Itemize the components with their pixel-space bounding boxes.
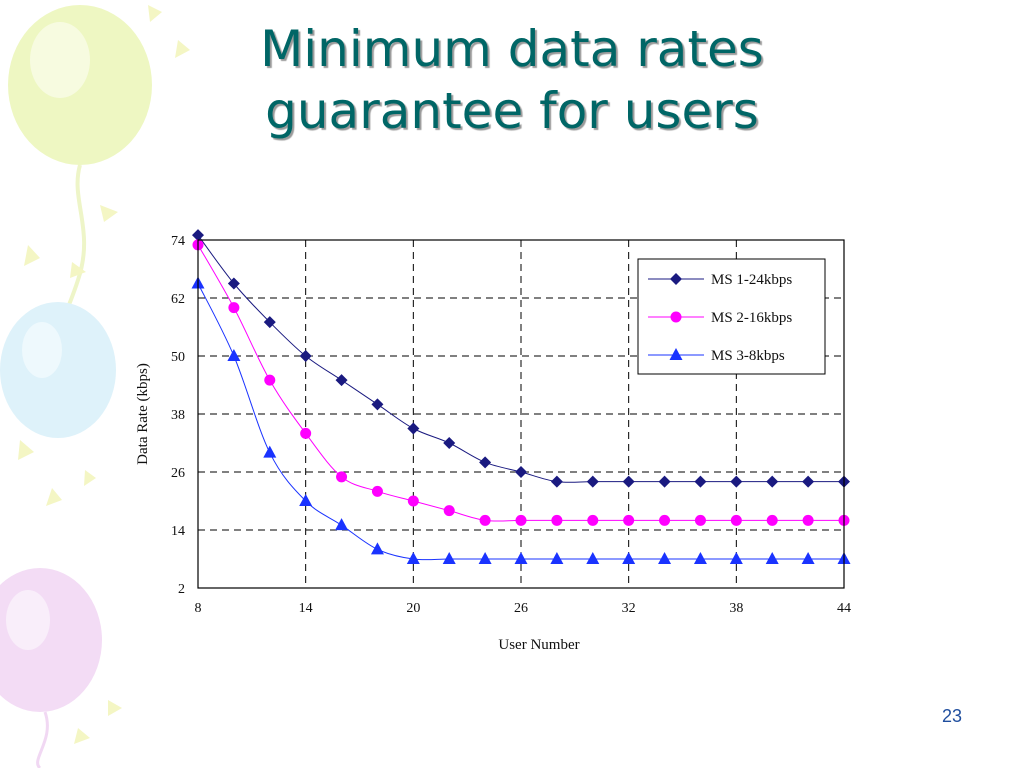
data-point xyxy=(586,475,599,488)
data-point xyxy=(407,495,419,507)
data-point xyxy=(336,471,348,483)
balloon-yellow-icon xyxy=(8,5,152,421)
data-point xyxy=(371,398,384,411)
data-point xyxy=(622,475,635,488)
data-point xyxy=(802,514,814,526)
data-point xyxy=(586,552,600,564)
data-point xyxy=(729,552,743,564)
legend-marker xyxy=(670,311,682,323)
data-point xyxy=(228,302,240,314)
data-point xyxy=(766,514,778,526)
data-point xyxy=(551,514,563,526)
x-tick-label: 8 xyxy=(195,601,202,616)
data-point xyxy=(263,445,277,458)
data-point xyxy=(227,349,241,361)
data-point xyxy=(658,475,671,488)
data-point xyxy=(587,514,599,526)
series-layer xyxy=(191,229,851,564)
data-point xyxy=(659,514,671,526)
data-point xyxy=(443,505,455,517)
data-point xyxy=(514,552,528,564)
balloon-blue-icon xyxy=(0,302,116,438)
data-point xyxy=(515,466,527,478)
y-tick-label: 14 xyxy=(171,524,185,539)
legend-item: MS 1-24kbps xyxy=(648,272,792,288)
y-tick-label: 2 xyxy=(178,582,185,597)
data-point xyxy=(300,427,312,439)
data-point xyxy=(479,514,491,526)
data-point xyxy=(730,475,743,488)
series-1 xyxy=(192,229,850,488)
slide-title-line-1: Minimum data rates xyxy=(260,20,764,78)
y-axis-label: Data Rate (kbps) xyxy=(135,363,151,465)
legend-item: MS 2-16kbps xyxy=(648,310,792,326)
data-point xyxy=(550,552,564,564)
x-tick-label: 26 xyxy=(514,601,528,616)
data-point xyxy=(264,374,276,386)
y-tick-label: 50 xyxy=(171,350,185,365)
data-point xyxy=(694,514,706,526)
data-point xyxy=(658,552,672,564)
series-3 xyxy=(191,276,851,564)
data-point xyxy=(370,542,384,555)
y-tick-label: 38 xyxy=(171,408,185,423)
x-tick-label: 32 xyxy=(622,601,636,616)
legend-item: MS 3-8kbps xyxy=(648,348,785,364)
data-point xyxy=(227,277,240,290)
y-tick-label: 26 xyxy=(171,466,185,481)
legend: MS 1-24kbps MS 2-16kbps MS 3-8kbps xyxy=(637,258,826,375)
legend-label: MS 2-16kbps xyxy=(711,310,792,326)
balloon-purple-icon xyxy=(0,568,102,768)
legend-label: MS 3-8kbps xyxy=(711,348,785,364)
legend-marker xyxy=(670,273,682,285)
y-tick-label: 62 xyxy=(171,292,185,307)
confetti-decoration xyxy=(18,5,190,744)
data-point xyxy=(693,552,707,564)
data-point xyxy=(478,552,492,564)
data-point xyxy=(623,514,635,526)
plot-frame xyxy=(197,239,845,589)
data-point xyxy=(730,514,742,526)
data-point xyxy=(299,350,312,362)
data-point xyxy=(765,552,779,564)
x-tick-label: 38 xyxy=(729,601,743,616)
legend-label: MS 1-24kbps xyxy=(711,272,792,288)
x-tick-label: 44 xyxy=(837,601,851,616)
x-tick-label: 14 xyxy=(299,601,313,616)
data-point xyxy=(192,229,204,242)
slide-title-line-2: guarantee for users xyxy=(265,82,759,140)
grid xyxy=(198,240,844,588)
slide-number: 23 xyxy=(941,706,962,726)
tick-labels: 8 14 20 26 32 38 44 2 14 26 38 50 62 74 xyxy=(171,234,851,616)
slide-title: Minimum data rates guarantee for users xyxy=(0,18,1024,142)
data-point xyxy=(406,552,420,564)
x-axis-label: User Number xyxy=(498,637,579,653)
data-point xyxy=(802,475,815,488)
x-tick-label: 20 xyxy=(406,601,420,616)
data-point xyxy=(766,475,779,488)
data-point xyxy=(442,552,456,564)
data-point xyxy=(335,518,349,531)
data-point xyxy=(443,437,456,449)
data-point xyxy=(407,422,420,435)
data-point xyxy=(515,514,527,526)
data-point xyxy=(550,475,563,488)
data-point xyxy=(694,475,707,488)
y-tick-label: 74 xyxy=(171,234,185,249)
data-point xyxy=(371,485,383,497)
data-point xyxy=(622,552,636,564)
data-point xyxy=(479,456,492,469)
data-point xyxy=(335,374,348,387)
series-2 xyxy=(192,239,850,526)
line-chart: 8 14 20 26 32 38 44 2 14 26 38 50 62 74 User Number D… xyxy=(135,229,851,653)
data-point xyxy=(299,494,313,506)
legend-marker xyxy=(669,348,683,360)
data-point xyxy=(263,316,276,329)
data-point xyxy=(801,552,815,564)
